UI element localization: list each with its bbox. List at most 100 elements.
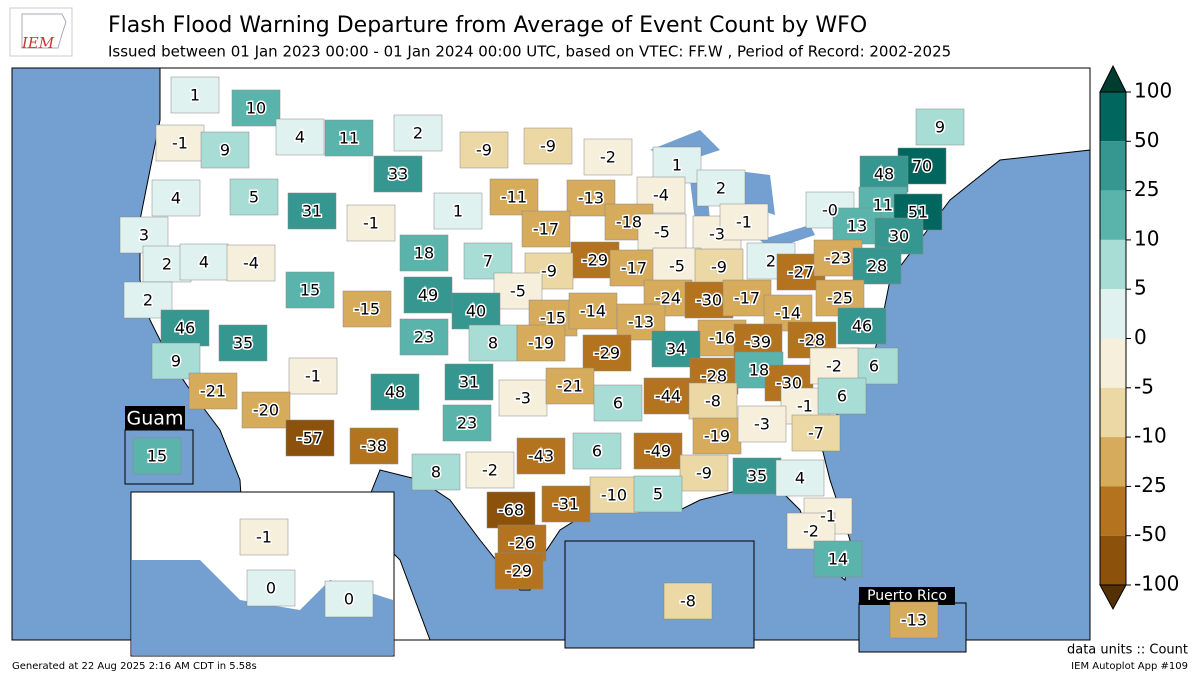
- wfo-region: [545, 367, 595, 405]
- wfo-value-label: 31: [459, 373, 479, 392]
- wfo-value-label: 6: [869, 357, 879, 376]
- wfo-value-label: -2: [803, 522, 819, 541]
- wfo-value-label: 28: [867, 257, 887, 276]
- wfo-value-label: 1: [190, 86, 200, 105]
- wfo-value-label: 2: [162, 255, 172, 274]
- wfo-value-label: -17: [734, 289, 760, 308]
- wfo-region: [737, 405, 787, 443]
- wfo-value-label: -7: [808, 424, 824, 443]
- wfo-value-label: 49: [418, 286, 438, 305]
- wfo-value-label: -68: [498, 501, 524, 520]
- wfo-region: [287, 192, 337, 230]
- wfo-region: [494, 552, 544, 590]
- wfo-region: [915, 108, 965, 146]
- colorbar-tick-label: 25: [1134, 177, 1159, 201]
- logo-outline: [21, 13, 67, 49]
- wfo-region: [637, 213, 687, 251]
- wfo-region: [852, 247, 902, 285]
- wfo-value-label: -1: [256, 528, 272, 547]
- wfo-value-label: -9: [540, 137, 556, 156]
- wfo-value-label: 8: [488, 334, 498, 353]
- wfo-region: [239, 518, 289, 556]
- wfo-region: [132, 437, 182, 475]
- wfo-value-label: -13: [628, 313, 654, 332]
- wfo-region: [516, 437, 566, 475]
- wfo-region: [516, 324, 566, 362]
- wfo-region: [572, 432, 622, 470]
- wfo-value-label: 70: [912, 157, 932, 176]
- wfo-region: [568, 292, 618, 330]
- wfo-value-label: 4: [295, 128, 305, 147]
- wfo-value-label: 40: [466, 302, 486, 321]
- wfo-region: [451, 292, 501, 330]
- wfo-region: [349, 427, 399, 465]
- wfo-value-label: 11: [339, 129, 359, 148]
- wfo-region: [179, 243, 229, 281]
- wfo-value-label: 9: [171, 352, 181, 371]
- logo-text: IEM: [21, 34, 55, 52]
- wfo-value-label: 23: [457, 414, 477, 433]
- guam-title-bg: [125, 406, 185, 430]
- wfo-value-label: 46: [852, 317, 872, 336]
- wfo-value-label: -21: [200, 382, 226, 401]
- wfo-value-label: -1: [363, 214, 379, 233]
- wfo-region: [521, 210, 571, 248]
- colorbar-segment: [1100, 190, 1126, 240]
- colorbar-segment: [1100, 387, 1126, 438]
- wfo-value-label: -9: [696, 464, 712, 483]
- wfo-value-label: -26: [509, 534, 535, 553]
- wfo-value-label: -11: [501, 188, 527, 207]
- wfo-value-label: -20: [253, 401, 279, 420]
- colorbar-segment: [1100, 437, 1126, 487]
- wfo-region: [679, 454, 729, 492]
- wfo-value-label: 14: [828, 550, 848, 569]
- wfo-value-label: -0: [822, 201, 838, 220]
- wfo-value-label: -17: [621, 259, 647, 278]
- colorbar-segment: [1100, 239, 1126, 290]
- wfo-value-label: 5: [653, 485, 663, 504]
- wfo-region: [643, 377, 693, 415]
- colorbar-tick-label: -50: [1134, 522, 1167, 546]
- wfo-value-label: -15: [354, 300, 380, 319]
- wfo-value-label: 33: [388, 165, 408, 184]
- app-note: IEM Autoplot App #109: [1071, 661, 1188, 672]
- colorbar-tick-label: 50: [1134, 128, 1159, 152]
- wfo-value-label: -28: [799, 331, 825, 350]
- wfo-value-label: -29: [594, 344, 620, 363]
- colorbar-tick-label: 0: [1134, 325, 1147, 349]
- wfo-value-label: -2: [600, 148, 616, 167]
- wfo-value-label: 23: [414, 328, 434, 347]
- wfo-region: [246, 569, 296, 607]
- wfo-region: [459, 131, 509, 169]
- wfo-value-label: 4: [199, 253, 209, 272]
- wfo-value-label: -13: [578, 189, 604, 208]
- wfo-value-label: -14: [580, 302, 606, 321]
- wfo-value-label: -27: [788, 263, 814, 282]
- colorbar-segment: [1100, 338, 1126, 388]
- wfo-region: [442, 404, 492, 442]
- wfo-value-label: -9: [541, 262, 557, 281]
- wfo-region: [241, 391, 291, 429]
- wfo-value-label: 0: [266, 579, 276, 598]
- wfo-region: [813, 540, 863, 578]
- wfo-region: [160, 309, 210, 347]
- wfo-value-label: -23: [825, 249, 851, 268]
- wfo-value-label: -1: [820, 507, 836, 526]
- wfo-value-label: -2: [482, 461, 498, 480]
- wfo-region: [633, 475, 683, 513]
- wfo-value-label: -44: [655, 387, 681, 406]
- colorbar-segment: [1100, 486, 1126, 536]
- wfo-value-label: 6: [837, 387, 847, 406]
- colorbar-segment: [1100, 535, 1126, 585]
- wfo-region: [155, 124, 205, 162]
- wfo-region: [226, 244, 276, 282]
- wfo-region: [719, 203, 769, 241]
- wfo-value-label: -3: [709, 225, 725, 244]
- wfo-value-label: 2: [716, 179, 726, 198]
- wfo-value-label: -5: [510, 282, 526, 301]
- wfo-region: [523, 127, 573, 165]
- colorbar-segment: [1100, 92, 1126, 142]
